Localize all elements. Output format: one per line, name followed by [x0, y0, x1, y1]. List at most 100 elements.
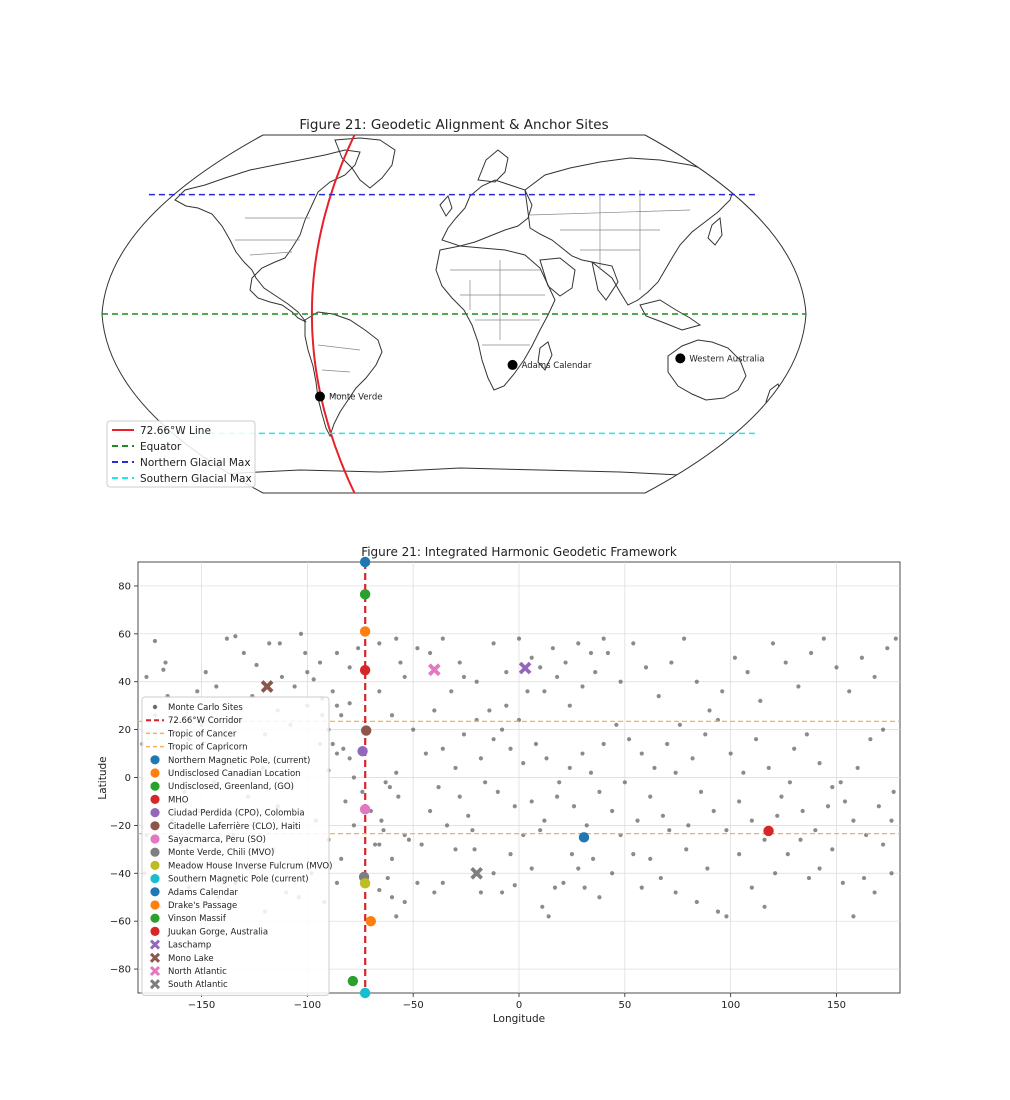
- site-marker-mho: [359, 665, 371, 676]
- map-site-adams-calendar: [507, 359, 518, 370]
- monte-carlo-point: [428, 650, 433, 656]
- monte-carlo-point: [195, 689, 200, 694]
- legend-label-mho: MHO: [168, 795, 189, 805]
- monte-carlo-point: [538, 828, 543, 833]
- monte-carlo-point: [144, 674, 149, 680]
- monte-carlo-point: [495, 789, 500, 794]
- x-tick-label: −100: [294, 1000, 321, 1011]
- monte-carlo-point: [576, 641, 581, 646]
- monte-carlo-point: [402, 674, 407, 680]
- monte-carlo-point: [330, 741, 335, 747]
- site-marker-undisclosed-canadian-location: [359, 626, 371, 637]
- monte-carlo-point: [601, 636, 606, 641]
- monte-carlo-point: [590, 856, 596, 862]
- monte-carlo-point: [461, 732, 467, 737]
- monte-carlo-point: [694, 899, 699, 905]
- monte-carlo-point: [806, 875, 812, 881]
- site-marker-mono-lake: [260, 680, 274, 693]
- monte-carlo-point: [588, 770, 594, 775]
- monte-carlo-point: [737, 852, 742, 857]
- monte-carlo-point: [605, 650, 611, 656]
- monte-carlo-point: [880, 727, 886, 732]
- monte-carlo-point: [859, 655, 865, 660]
- monte-carlo-point: [851, 914, 856, 919]
- monte-carlo-point: [453, 765, 458, 771]
- madagascar-outline: [537, 341, 553, 371]
- japan-outline: [707, 216, 723, 246]
- monte-carlo-point: [339, 713, 344, 718]
- map-legend-label-northern-glacial-max: Northern Glacial Max: [140, 457, 251, 469]
- monte-carlo-point: [758, 698, 763, 703]
- monte-carlo-point: [411, 727, 416, 732]
- legend-swatch-vinson-massif: [150, 913, 160, 923]
- y-tick-label: −20: [110, 821, 131, 832]
- monte-carlo-point: [423, 751, 428, 756]
- site-marker-sayacmarca-peru-so: [359, 804, 371, 815]
- legend-label-sayacmarca-peru-so: Sayacmarca, Peru (SO): [168, 835, 266, 845]
- monte-carlo-point: [254, 662, 259, 668]
- legend-label-drake-s-passage: Drake's Passage: [168, 901, 237, 911]
- monte-carlo-point: [614, 722, 619, 727]
- monte-carlo-point: [339, 856, 344, 862]
- map-legend-label-southern-glacial-max: Southern Glacial Max: [140, 473, 252, 485]
- monte-carlo-point: [838, 780, 843, 785]
- monte-carlo-point: [861, 875, 867, 881]
- legend-label-mono-lake: Mono Lake: [168, 954, 214, 964]
- legend-label-undisclosed-greenland-go: Undisclosed, Greenland, (GO): [168, 782, 294, 792]
- asia-borders: [529, 190, 691, 290]
- map-legend: 72.66°W Line Equator Northern Glacial Max S…: [106, 420, 256, 488]
- monte-carlo-point: [341, 746, 346, 751]
- monte-carlo-point: [783, 660, 788, 665]
- monte-carlo-point: [415, 646, 420, 651]
- monte-carlo-point: [749, 818, 754, 823]
- site-marker-laschamp: [518, 661, 532, 675]
- legend-swatch-meadow-house-inverse-fulcrum-mvo: [150, 860, 160, 871]
- monte-carlo-point: [343, 799, 348, 804]
- monte-carlo-point: [542, 818, 547, 823]
- monte-carlo-point: [567, 703, 572, 708]
- monte-carlo-point: [214, 684, 219, 689]
- monte-carlo-point: [377, 641, 382, 646]
- monte-carlo-point: [610, 871, 615, 876]
- legend-swatch-northern-magnetic-pole-current: [150, 755, 160, 765]
- legend-swatch-mho: [150, 794, 160, 805]
- monte-carlo-point: [868, 737, 873, 742]
- monte-carlo-point: [385, 875, 390, 881]
- monte-carlo-point: [360, 789, 365, 794]
- monte-carlo-point: [267, 641, 272, 646]
- legend-swatch-citadelle-laferri-re-clo-haiti: [150, 821, 160, 831]
- map-panel: Figure 21: Geodetic Alignment & Anchor S…: [101, 117, 807, 494]
- monte-carlo-point: [682, 636, 687, 641]
- monte-carlo-point: [428, 808, 433, 814]
- monte-carlo-point: [580, 751, 585, 756]
- monte-carlo-point: [330, 689, 335, 694]
- legend-label-adams-calendar: Adams Calendar: [168, 888, 238, 898]
- landmasses: [149, 137, 783, 483]
- greenland-outline: [334, 137, 396, 189]
- monte-carlo-point: [652, 765, 657, 771]
- monte-carlo-point: [372, 842, 378, 847]
- monte-carlo-point: [298, 631, 304, 636]
- monte-carlo-point: [711, 808, 716, 814]
- monte-carlo-point: [563, 660, 568, 665]
- monte-carlo-point: [703, 732, 708, 737]
- monte-carlo-point: [749, 885, 754, 890]
- monte-carlo-point: [305, 670, 310, 675]
- legend-label-tropic-of-cancer: Tropic of Cancer: [167, 729, 237, 739]
- monte-carlo-point: [635, 818, 640, 823]
- monte-carlo-point: [161, 667, 166, 672]
- monte-carlo-point: [440, 636, 445, 641]
- monte-carlo-point: [224, 636, 229, 641]
- monte-carlo-point: [396, 794, 401, 799]
- monte-carlo-point: [525, 689, 530, 694]
- monte-carlo-point: [152, 638, 158, 644]
- legend-swatch-undisclosed-canadian-location: [150, 768, 160, 778]
- y-tick-label: 40: [118, 677, 131, 688]
- legend-label-juukan-gorge-australia: Juukan Gorge, Australia: [167, 927, 268, 937]
- australia-outline: [667, 339, 747, 401]
- monte-carlo-point: [389, 895, 395, 900]
- scatter-site-markers: [260, 556, 774, 999]
- monte-carlo-point: [279, 674, 285, 680]
- monte-carlo-point: [667, 828, 672, 833]
